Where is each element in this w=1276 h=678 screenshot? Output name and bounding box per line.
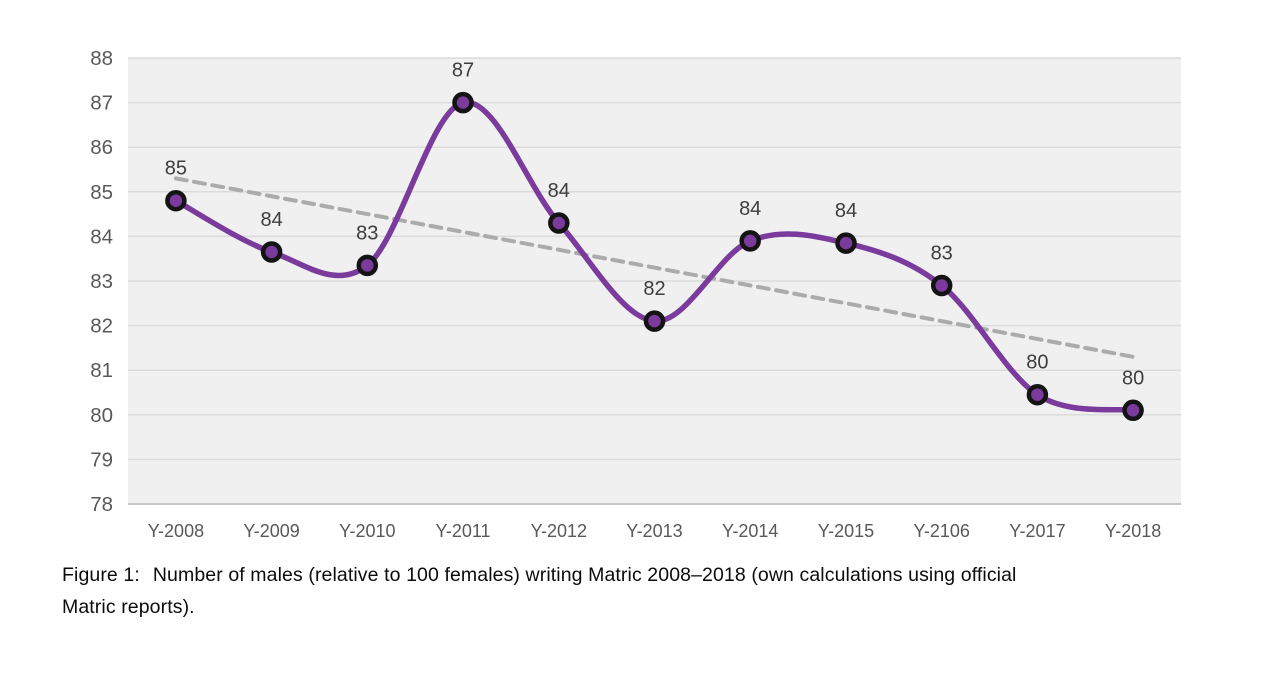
figure-caption: Figure 1: Number of males (relative to 10… — [62, 559, 1222, 623]
y-axis-tick-label: 80 — [90, 404, 113, 427]
data-point-label: 80 — [1026, 352, 1048, 374]
data-point-marker — [452, 91, 474, 114]
x-axis-tick-label: Y-2013 — [626, 521, 682, 541]
series-line — [173, 99, 1136, 414]
x-axis-tick-label: Y-2014 — [722, 521, 778, 541]
data-point-marker — [260, 241, 283, 263]
data-point-label: 80 — [1122, 367, 1144, 389]
x-axis-tick-label: Y-2009 — [243, 521, 299, 541]
data-point-label: 85 — [165, 158, 187, 180]
x-axis-tick-label: Y-2012 — [531, 521, 587, 541]
x-axis-tick-label: Y-2017 — [1009, 521, 1065, 541]
y-axis-tick-label: 86 — [90, 136, 113, 159]
data-point-label: 84 — [835, 200, 857, 222]
data-point-marker — [1026, 383, 1049, 406]
x-axis-tick-label: Y-2011 — [435, 521, 490, 541]
data-point-marker — [1122, 399, 1144, 422]
data-point-marker — [835, 232, 857, 254]
data-point-marker — [739, 230, 761, 252]
caption-text-line-1: Number of males (relative to 100 females… — [152, 564, 1017, 586]
matric-line-chart: 78 79 80 81 82 83 84 85 86 87 88 Y-2008 Y-2009 Y-2010… — [90, 47, 1181, 541]
data-point-label: 82 — [643, 278, 665, 300]
data-point-label: 83 — [356, 222, 378, 244]
data-point-marker — [930, 274, 953, 297]
y-axis-tick-label: 82 — [90, 315, 113, 338]
y-axis-tick-label: 87 — [90, 92, 113, 115]
x-axis-tick-label: Y-2106 — [914, 521, 970, 541]
data-point-marker — [548, 212, 570, 234]
data-point-label: 84 — [739, 198, 761, 220]
x-axis-tick-label: Y-2018 — [1105, 521, 1161, 541]
data-point-marker — [356, 254, 379, 277]
x-axis-tick-label: Y-2010 — [339, 521, 395, 541]
data-point-label: 83 — [931, 243, 953, 265]
y-axis-tick-label: 79 — [90, 448, 113, 471]
trend-line — [173, 176, 1136, 359]
y-axis-tick-label: 83 — [90, 270, 113, 293]
y-axis-tick-label: 88 — [90, 47, 113, 70]
caption-text-line-2: Matric reports). — [62, 596, 195, 618]
data-point-label: 84 — [548, 180, 570, 202]
data-point-marker — [643, 310, 666, 332]
y-axis-tick-label: 81 — [90, 359, 113, 382]
data-point-label: 84 — [260, 209, 282, 231]
y-axis-tick-label: 84 — [90, 225, 113, 248]
x-axis-tick-label: Y-2008 — [148, 521, 204, 541]
caption-figure-label: Figure 1: — [62, 564, 140, 586]
y-axis-tick-label: 85 — [90, 181, 113, 204]
data-point-label: 87 — [452, 60, 474, 82]
x-axis-tick-label: Y-2015 — [818, 521, 874, 541]
data-point-marker — [165, 189, 187, 212]
y-axis-tick-label: 78 — [90, 493, 113, 516]
caption-line-1: Figure 1: Number of males (relative to 10… — [62, 559, 1222, 591]
